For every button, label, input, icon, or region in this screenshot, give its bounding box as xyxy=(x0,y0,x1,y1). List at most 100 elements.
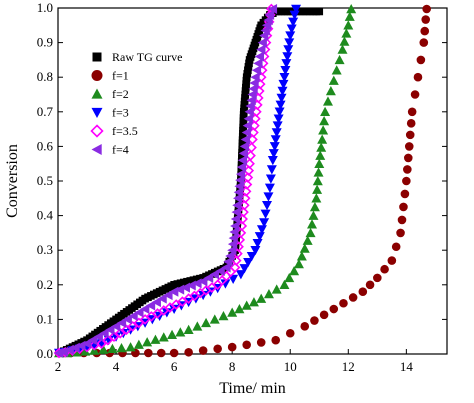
data-point xyxy=(311,193,322,203)
data-point xyxy=(232,193,243,204)
data-point xyxy=(218,310,229,321)
data-point xyxy=(269,142,280,152)
series-f-1 xyxy=(54,4,431,358)
data-point xyxy=(80,346,91,356)
data-point xyxy=(348,293,358,302)
data-point xyxy=(285,31,296,41)
x-tick-label: 6 xyxy=(171,359,178,374)
y-tick-label: 0.0 xyxy=(37,346,53,361)
data-point xyxy=(334,54,345,65)
x-tick-label: 8 xyxy=(229,359,236,374)
data-point xyxy=(249,77,259,88)
data-point xyxy=(400,189,410,199)
data-point xyxy=(237,155,248,166)
data-point xyxy=(239,264,250,274)
data-point xyxy=(230,220,240,231)
data-point xyxy=(286,24,297,34)
data-point xyxy=(122,314,132,325)
data-point xyxy=(169,304,180,315)
data-point xyxy=(267,155,278,166)
data-point xyxy=(251,65,262,76)
x-axis-label: Time/ min xyxy=(219,380,286,397)
data-point xyxy=(268,149,279,159)
data-point xyxy=(405,130,415,140)
data-point xyxy=(387,256,397,265)
data-point xyxy=(305,227,316,238)
data-point xyxy=(175,327,186,337)
data-point xyxy=(116,317,127,328)
data-point xyxy=(315,7,324,16)
data-point xyxy=(279,72,290,83)
data-point xyxy=(157,293,167,304)
data-point xyxy=(422,4,431,14)
data-point xyxy=(300,322,310,331)
data-point xyxy=(213,344,222,354)
data-point xyxy=(271,284,282,294)
data-point xyxy=(267,4,278,14)
legend-label: Raw TG curve xyxy=(112,50,182,64)
data-point xyxy=(358,287,368,297)
x-tick-label: 10 xyxy=(284,359,297,374)
data-point xyxy=(93,331,103,342)
data-point xyxy=(284,38,295,48)
data-point xyxy=(284,272,295,283)
data-point xyxy=(277,86,288,97)
data-point xyxy=(108,331,120,343)
data-point xyxy=(248,297,259,307)
series-f-4 xyxy=(54,4,278,358)
legend-label: f=3 xyxy=(112,106,129,120)
data-point xyxy=(87,335,98,346)
data-point xyxy=(183,324,194,335)
data-point xyxy=(167,329,178,339)
data-point xyxy=(397,215,407,225)
data-point xyxy=(280,66,291,76)
data-point xyxy=(396,228,405,238)
legend-label: f=1 xyxy=(112,69,129,83)
data-point xyxy=(256,225,267,235)
data-point xyxy=(128,310,138,321)
legend-marker xyxy=(91,88,103,99)
data-point xyxy=(275,100,286,110)
data-point xyxy=(242,120,252,131)
data-point xyxy=(215,265,225,276)
data-point xyxy=(413,72,423,82)
data-point xyxy=(264,183,275,193)
data-point xyxy=(245,101,255,112)
data-point xyxy=(140,304,150,315)
data-point xyxy=(257,37,267,48)
data-point xyxy=(373,273,382,283)
data-point xyxy=(133,317,145,329)
y-tick-label: 0.7 xyxy=(37,104,54,119)
data-point xyxy=(256,293,267,303)
data-point xyxy=(239,141,250,152)
data-point xyxy=(289,10,300,20)
y-tick-label: 0.4 xyxy=(37,208,54,223)
data-point xyxy=(420,26,430,36)
data-point xyxy=(325,86,336,96)
data-point xyxy=(203,272,214,283)
data-point xyxy=(163,290,173,301)
data-point xyxy=(82,338,92,349)
data-point xyxy=(265,174,276,184)
y-tick-label: 1.0 xyxy=(37,0,53,15)
data-point xyxy=(346,4,357,14)
data-point xyxy=(247,89,257,100)
data-point xyxy=(133,339,144,349)
data-point xyxy=(192,321,203,331)
data-point xyxy=(403,153,413,163)
data-point xyxy=(302,235,313,245)
data-point xyxy=(225,250,235,261)
legend-item: f=1 xyxy=(91,69,129,83)
data-point xyxy=(404,142,414,151)
data-point xyxy=(156,348,166,358)
data-point xyxy=(107,343,118,354)
data-point xyxy=(235,175,245,186)
data-point xyxy=(231,207,241,218)
data-point xyxy=(281,59,292,69)
data-point xyxy=(134,307,144,318)
y-axis: 0.0 0.1 0.2 0.3 0.4 0.5 0.6 0.7 0.8 0.9 1.0 xyxy=(37,0,447,361)
y-axis-label: Conversion xyxy=(4,144,21,218)
data-point xyxy=(282,52,293,62)
data-point xyxy=(271,335,281,345)
